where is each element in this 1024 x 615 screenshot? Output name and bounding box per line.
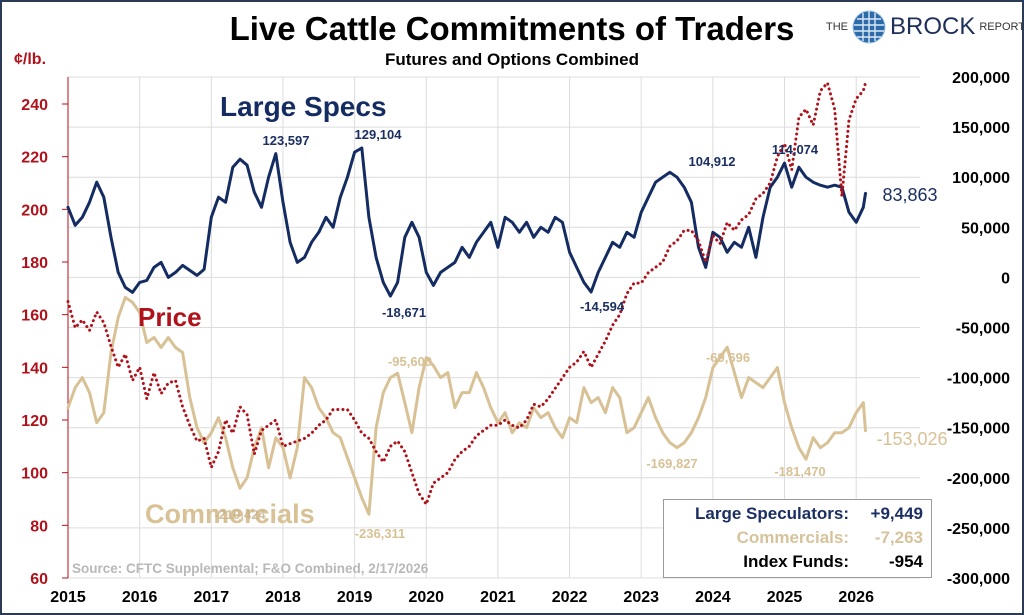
left-axis-tick-label: 100 xyxy=(21,466,48,483)
right-axis-tick-label: -250,000 xyxy=(947,521,1010,538)
data-label: -95,600 xyxy=(388,354,432,369)
summary-label: Index Funds: xyxy=(743,552,849,571)
globe-icon xyxy=(852,10,886,44)
data-label: -69,696 xyxy=(706,350,750,365)
summary-label: Large Speculators: xyxy=(695,504,849,523)
source-note: Source: CFTC Supplemental; F&O Combined,… xyxy=(72,561,429,576)
left-axis-tick-label: 220 xyxy=(21,150,48,167)
data-label: -18,671 xyxy=(382,305,426,320)
left-axis-tick-label: 180 xyxy=(21,255,48,272)
series-label-large-specs: Large Specs xyxy=(220,91,387,122)
x-axis-tick-label: 2020 xyxy=(408,589,444,606)
x-axis-tick-label: 2024 xyxy=(695,589,731,606)
summary-label: Commercials: xyxy=(736,528,849,547)
right-axis-tick-label: -50,000 xyxy=(956,321,1010,338)
data-label: 129,104 xyxy=(355,127,403,142)
left-axis-tick-label: 200 xyxy=(21,202,48,219)
x-axis-tick-label: 2016 xyxy=(122,589,158,606)
summary-value: -954 xyxy=(888,552,923,571)
data-label: -169,827 xyxy=(646,456,697,471)
logo-brand: BROCK xyxy=(890,13,976,40)
data-label: -14,594 xyxy=(580,299,625,314)
brock-report-logo: THE BROCK REPORT xyxy=(826,10,1024,44)
chart-title: Live Cattle Commitments of Traders xyxy=(229,10,795,47)
left-axis-unit-label: ¢/lb. xyxy=(14,51,46,68)
data-label: 123,597 xyxy=(263,133,310,148)
data-label: 104,912 xyxy=(689,154,736,169)
series-line-price xyxy=(66,81,867,506)
left-axis-tick-label: 80 xyxy=(30,518,48,535)
left-axis-tick-label: 160 xyxy=(21,308,48,325)
x-axis-tick-label: 2022 xyxy=(552,589,588,606)
right-axis-tick-label: 100,000 xyxy=(952,170,1010,187)
chart-subtitle: Futures and Options Combined xyxy=(384,50,640,69)
x-axis-tick-label: 2021 xyxy=(480,589,516,606)
summary-value: +9,449 xyxy=(870,504,923,523)
x-axis-tick-label: 2015 xyxy=(50,589,86,606)
data-label: 83,863 xyxy=(882,185,937,205)
weekly-change-box: Large Speculators: +9,449 Commercials: -… xyxy=(663,499,932,578)
data-label: -236,311 xyxy=(355,526,406,541)
left-axis-tick-label: 60 xyxy=(30,571,48,588)
left-axis-tick-label: 140 xyxy=(21,360,48,377)
summary-value: -7,263 xyxy=(874,528,923,547)
series-line-large-specs xyxy=(66,146,867,298)
right-axis-tick-label: -300,000 xyxy=(947,571,1010,588)
x-axis-tick-label: 2023 xyxy=(623,589,659,606)
data-label: -153,026 xyxy=(876,429,947,449)
right-axis-tick-label: 150,000 xyxy=(952,120,1010,137)
data-label: 114,074 xyxy=(772,142,819,157)
logo-suffix: REPORT xyxy=(979,21,1024,33)
right-axis-tick-label: -100,000 xyxy=(947,371,1010,388)
series-label-commercials: Commercials xyxy=(145,499,315,529)
x-axis-tick-label: 2026 xyxy=(838,589,874,606)
x-axis-tick-label: 2019 xyxy=(337,589,373,606)
x-axis-tick-label: 2018 xyxy=(265,589,301,606)
right-axis-tick-label: 0 xyxy=(1001,270,1010,287)
right-axis-tick-label: -150,000 xyxy=(947,421,1010,438)
left-axis-tick-label: 240 xyxy=(21,97,48,114)
summary-row-large-speculators: Large Speculators: +9,449 xyxy=(664,504,931,528)
summary-row-commercials: Commercials: -7,263 xyxy=(664,528,931,552)
x-axis-tick-label: 2017 xyxy=(194,589,230,606)
summary-row-index-funds: Index Funds: -954 xyxy=(664,552,931,576)
series-label-price: Price xyxy=(138,302,202,332)
left-axis-tick-label: 120 xyxy=(21,413,48,430)
series-line-commercials xyxy=(66,295,867,516)
data-label: -181,470 xyxy=(774,464,825,479)
x-axis-tick-label: 2025 xyxy=(767,589,803,606)
logo-the: THE xyxy=(826,21,848,33)
right-axis-tick-label: 50,000 xyxy=(961,220,1010,237)
data-label: -210,424 xyxy=(214,507,266,522)
right-axis-tick-label: 200,000 xyxy=(952,70,1010,87)
right-axis-tick-label: -200,000 xyxy=(947,471,1010,488)
